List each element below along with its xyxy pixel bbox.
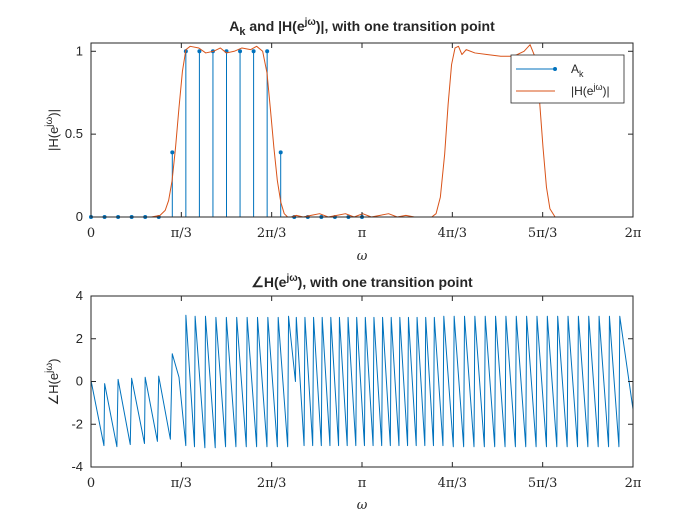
stem-marker — [170, 150, 175, 155]
legend-box — [510, 54, 625, 104]
stem-marker — [238, 49, 243, 54]
phase-ytick-label: -4 — [71, 459, 83, 474]
legend-h-label: |H(ejω)| — [571, 82, 610, 98]
phase-xtick-label: 5π/3 — [528, 476, 557, 491]
magnitude-xtick-label: π/3 — [171, 226, 192, 241]
legend: Ak |H(ejω)| — [510, 54, 625, 104]
stem-marker — [197, 49, 202, 54]
H-series-line — [91, 44, 633, 218]
magnitude-xtick-label: 0 — [87, 226, 95, 241]
magnitude-xtick-label: 4π/3 — [438, 226, 467, 241]
magnitude-xtick-label: 5π/3 — [528, 226, 557, 241]
legend-ak-marker — [553, 67, 557, 71]
phase-chart: ∠H(ejω), with one transition point 0 π/3 2… — [44, 273, 642, 513]
stem-marker — [265, 49, 270, 54]
phase-xtick-label: 0 — [87, 476, 95, 491]
phase-ytick-label: 2 — [76, 331, 83, 346]
magnitude-xtick-label: π — [358, 226, 367, 241]
phase-xtick-label: π/3 — [171, 476, 192, 491]
magnitude-chart-title: Ak and |H(ejω)|, with one transition poi… — [229, 17, 495, 38]
phase-xlabel: ω — [357, 498, 368, 513]
phase-ylabel: ∠H(ejω) — [44, 359, 61, 406]
magnitude-ytick-label: 0.5 — [65, 126, 83, 141]
magnitude-ytick-label: 1 — [76, 43, 83, 58]
legend-ak-label: Ak — [571, 62, 584, 79]
phase-ytick-label: -2 — [71, 416, 83, 431]
phase-ytick-label: 4 — [76, 288, 83, 303]
magnitude-ytick-label: 0 — [76, 209, 83, 224]
magnitude-xlabel: ω — [357, 249, 368, 264]
magnitude-xtick-label: 2π/3 — [257, 226, 286, 241]
phase-xtick-label: 4π/3 — [438, 476, 467, 491]
phase-ytick-label: 0 — [76, 374, 83, 389]
magnitude-chart: Ak and |H(ejω)|, with one transition poi… — [44, 17, 642, 264]
stem-marker — [251, 49, 256, 54]
stem-marker — [278, 150, 283, 155]
phase-xtick-label: 2π/3 — [257, 476, 286, 491]
phase-chart-title: ∠H(ejω), with one transition point — [251, 273, 473, 290]
phase-xtick-label: 2π — [625, 476, 642, 491]
phase-xtick-label: π — [358, 476, 367, 491]
magnitude-ylabel: |H(ejω)| — [44, 109, 61, 151]
magnitude-xtick-label: 2π — [625, 226, 642, 241]
phase-series-line — [90, 314, 634, 449]
